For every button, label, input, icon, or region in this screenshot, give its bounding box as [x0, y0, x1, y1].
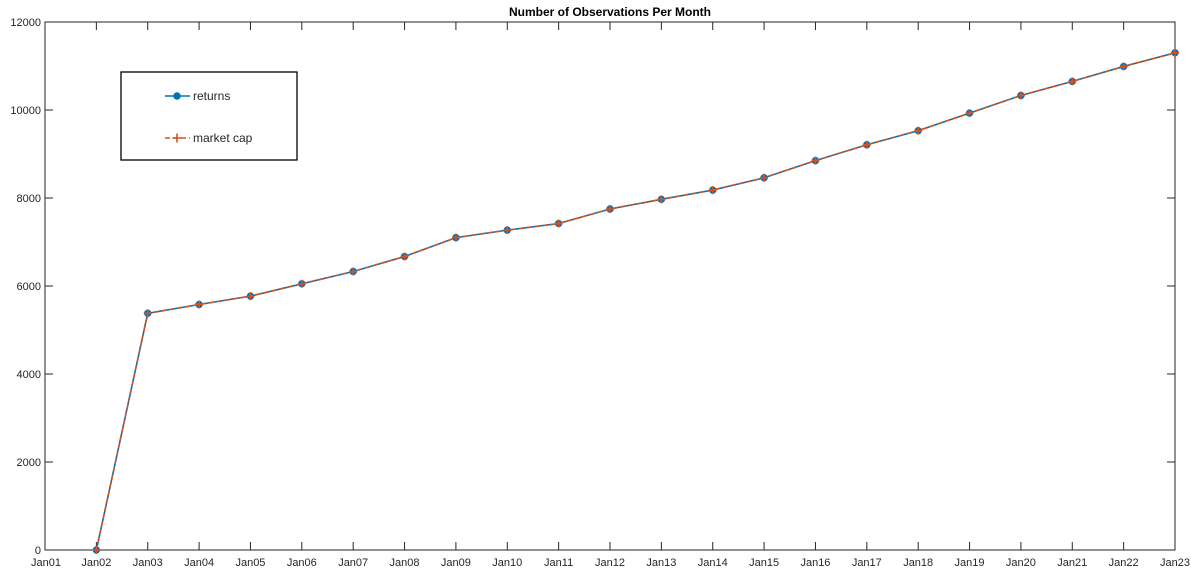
- data-point-market-cap: [143, 309, 152, 318]
- x-tick-label: Jan18: [903, 557, 933, 569]
- chart-title: Number of Observations Per Month: [509, 5, 711, 19]
- data-point-market-cap: [400, 252, 409, 261]
- data-point-market-cap: [503, 226, 512, 235]
- x-tick-label: Jan07: [338, 557, 368, 569]
- x-tick-label: Jan06: [287, 557, 317, 569]
- data-point-market-cap: [246, 292, 255, 301]
- y-tick-label: 0: [35, 545, 41, 557]
- x-tick-label: Jan23: [1160, 557, 1190, 569]
- x-tick-label: Jan19: [955, 557, 985, 569]
- x-tick-label: Jan11: [544, 557, 573, 569]
- y-tick-label: 12000: [10, 17, 41, 29]
- x-tick-label: Jan02: [81, 557, 111, 569]
- data-point-market-cap: [554, 219, 563, 228]
- x-tick-label: Jan05: [235, 557, 265, 569]
- data-point-market-cap: [297, 279, 306, 288]
- y-tick-label: 4000: [17, 369, 41, 381]
- data-point-market-cap: [1016, 91, 1025, 100]
- data-point-market-cap: [451, 233, 460, 242]
- data-point-market-cap: [1119, 62, 1128, 71]
- data-point-market-cap: [606, 205, 614, 213]
- data-point-market-cap: [1068, 77, 1077, 86]
- x-tick-label: Jan12: [595, 557, 625, 569]
- x-tick-label: Jan03: [133, 557, 163, 569]
- x-tick-label: Jan20: [1006, 557, 1036, 569]
- y-tick-label: 8000: [17, 193, 41, 205]
- y-tick-label: 6000: [17, 281, 41, 293]
- x-tick-label: Jan09: [441, 557, 471, 569]
- data-point-market-cap: [657, 195, 666, 204]
- x-tick-label: Jan14: [698, 557, 728, 569]
- data-point-market-cap: [914, 126, 923, 135]
- x-tick-label: Jan16: [800, 557, 830, 569]
- x-tick-label: Jan15: [749, 557, 779, 569]
- x-tick-label: Jan22: [1109, 557, 1139, 569]
- legend-label-returns: returns: [193, 89, 230, 103]
- data-point-market-cap: [1171, 48, 1179, 57]
- x-tick-label: Jan04: [184, 557, 214, 569]
- data-point-market-cap: [862, 140, 871, 149]
- legend: returns market cap: [120, 71, 298, 161]
- series-line-market-cap: [95, 52, 1176, 551]
- x-tick-label: Jan01: [31, 557, 61, 569]
- data-point-market-cap: [811, 156, 820, 165]
- data-point-market-cap: [349, 267, 358, 276]
- data-point-market-cap: [760, 173, 769, 182]
- legend-marker-returns: [173, 92, 181, 100]
- data-point-market-cap: [195, 300, 204, 309]
- x-tick-label: Jan21: [1057, 557, 1087, 569]
- x-tick-label: Jan17: [852, 557, 882, 569]
- legend-marker-market-cap: [172, 133, 182, 143]
- data-point-market-cap: [708, 186, 717, 195]
- legend-box: [120, 71, 298, 161]
- data-point-market-cap: [965, 109, 974, 118]
- x-tick-label: Jan13: [646, 557, 676, 569]
- x-tick-label: Jan08: [390, 557, 420, 569]
- legend-label-market-cap: market cap: [193, 131, 253, 145]
- x-tick-label: Jan10: [492, 557, 522, 569]
- y-tick-label: 2000: [17, 457, 41, 469]
- data-point-market-cap: [92, 546, 101, 554]
- y-tick-label: 10000: [10, 105, 41, 117]
